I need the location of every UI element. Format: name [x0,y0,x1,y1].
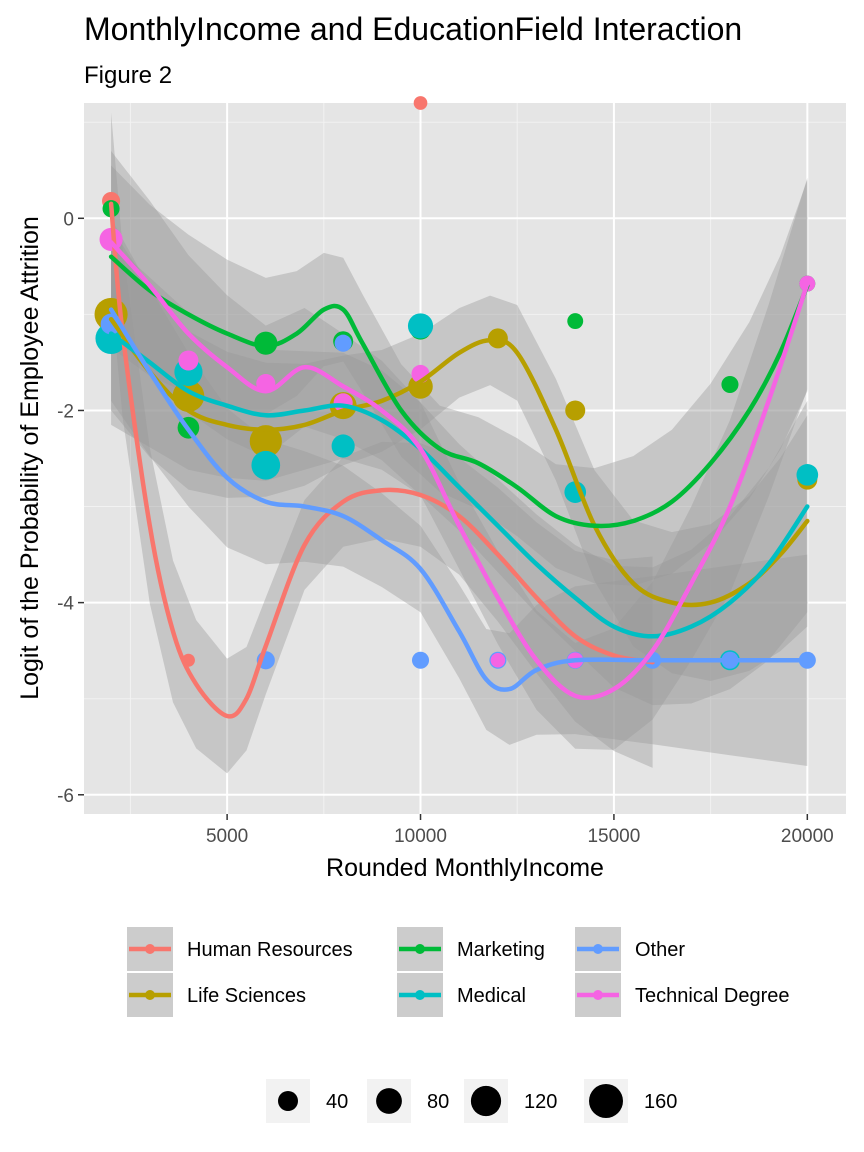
size-legend-label: 40 [326,1091,348,1113]
legend-label: Medical [457,985,526,1007]
x-tick-label: 10000 [394,826,447,847]
data-point [565,400,586,421]
chart-subtitle: Figure 2 [84,62,172,89]
x-tick-label: 15000 [587,826,640,847]
y-axis: -6 -4 -2 0 [57,209,84,807]
data-point [249,425,282,458]
chart-title: MonthlyIncome and EducationField Interac… [84,11,742,47]
size-legend-key-point [376,1088,402,1114]
confidence-band [111,218,808,767]
data-point [178,350,199,371]
y-tick-label: -6 [57,786,74,807]
confidence-band [111,242,808,706]
size-legend-key-point [278,1091,298,1111]
data-point [567,313,584,330]
data-point [254,331,278,355]
legend-key-point [145,990,155,1000]
x-tick-label: 20000 [781,826,834,847]
data-point [334,334,352,352]
smooth-line [108,254,810,529]
size-legend: 40 80 120 160 [266,1079,677,1123]
smooth-line [108,201,655,719]
x-tick-label: 5000 [206,826,248,847]
confidence-band [111,227,808,681]
legend-label: Other [635,939,685,961]
legend-key-point [415,944,425,954]
smooth-line [108,316,810,608]
legend-key-point [145,944,155,954]
legend-label: Life Sciences [187,985,306,1007]
y-tick-label: -2 [57,401,74,422]
x-axis-title: Rounded MonthlyIncome [326,854,604,882]
legend-label: Technical Degree [635,985,790,1007]
legend-key-point [415,990,425,1000]
y-axis-title: Logit of the Probability of Employee Att… [16,216,44,700]
y-tick-label: 0 [63,209,74,230]
size-legend-label: 80 [427,1091,449,1113]
color-legend: Human Resources Life Sciences Marketing Med… [127,927,790,1017]
x-axis: 5000 10000 15000 20000 [206,814,834,847]
data-point [407,313,434,339]
data-point [99,227,123,252]
legend-label: Marketing [457,939,545,961]
smooth-line [108,240,810,701]
confidence-band [111,112,653,774]
legend-label: Human Resources [187,939,353,961]
smooth-line [108,331,810,639]
legend-key-point [593,944,603,954]
data-point [251,450,281,480]
smooth-line [108,307,810,692]
size-legend-key-point [470,1085,502,1117]
data-point [796,464,819,486]
data-point [331,434,355,458]
size-legend-label: 160 [644,1091,677,1113]
size-legend-key-point [589,1084,623,1118]
legend-key-point [593,990,603,1000]
confidence-band [111,165,808,586]
y-tick-label: -4 [57,594,74,615]
data-point [490,652,506,668]
data-point [413,96,428,110]
plot-panel [84,96,846,814]
size-legend-label: 120 [524,1091,557,1113]
data-point [411,651,430,669]
data-point [721,375,739,394]
